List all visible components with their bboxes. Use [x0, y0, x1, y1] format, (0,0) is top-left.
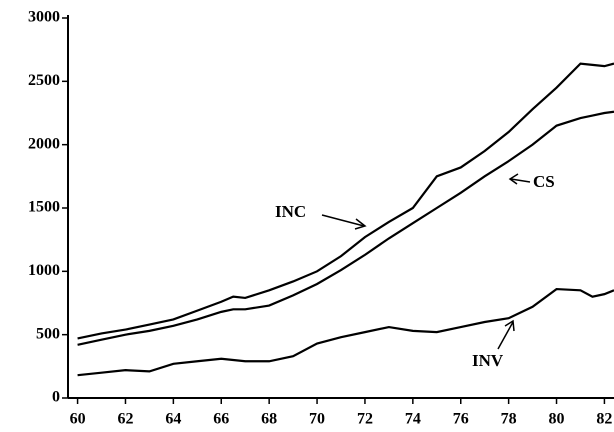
y-tick-label: 2000: [28, 135, 60, 152]
x-tick-label: 64: [165, 411, 181, 428]
x-tick-label: 68: [261, 411, 277, 428]
y-tick-label: 0: [52, 389, 60, 406]
x-tick-label: 76: [453, 411, 469, 428]
x-tick-label: 62: [117, 411, 133, 428]
arrows: [321, 173, 531, 350]
x-tick-label: 72: [357, 411, 373, 428]
x-tick-label: 82: [596, 411, 612, 428]
x-tick-label: 78: [501, 411, 517, 428]
y-tick-label: 3000: [28, 9, 60, 26]
x-tick-label: 60: [70, 411, 86, 428]
x-tick-label: 74: [405, 411, 421, 428]
annotation: INV: [472, 351, 504, 370]
annotation: INC: [275, 202, 306, 221]
line: [77, 62, 614, 340]
y-tick-label: 500: [36, 325, 60, 342]
y-tick-label: 1000: [28, 262, 60, 279]
line: [77, 287, 614, 377]
y-tick-label: 1500: [28, 199, 60, 216]
annotation: CS: [533, 172, 555, 191]
x-tick-label: 70: [309, 411, 325, 428]
x-tick-label: 66: [213, 411, 229, 428]
y-tick-label: 2500: [28, 72, 60, 89]
x-tick-label: 80: [549, 411, 565, 428]
line: [77, 110, 614, 346]
